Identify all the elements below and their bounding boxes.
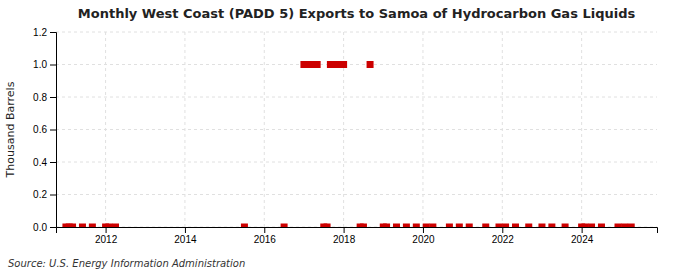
axis-line xyxy=(50,33,57,228)
tick-mark xyxy=(50,65,56,66)
grid-line-y xyxy=(56,64,657,65)
point xyxy=(241,224,248,228)
tick: 2022 xyxy=(492,227,515,245)
point xyxy=(512,224,519,228)
point xyxy=(413,224,420,228)
point xyxy=(621,224,628,228)
tick-label: 2014 xyxy=(174,234,197,245)
tick-label: 0.8 xyxy=(33,92,47,103)
tick-mark xyxy=(502,227,503,233)
tick-mark xyxy=(423,227,424,233)
tick: 0.0 xyxy=(33,222,56,233)
grid-line-y xyxy=(56,129,657,130)
point xyxy=(383,224,390,228)
tick-mark xyxy=(50,130,56,131)
source: Source: U.S. Energy Information Administ… xyxy=(8,258,245,269)
point xyxy=(482,224,489,228)
tick: 0.2 xyxy=(33,189,56,200)
tick: 2020 xyxy=(412,227,435,245)
point xyxy=(466,224,473,228)
tick: 0.6 xyxy=(33,124,56,135)
grid-line-y xyxy=(56,32,657,33)
point xyxy=(525,224,532,228)
point xyxy=(69,224,76,228)
tick-label: 0.6 xyxy=(33,124,47,135)
title: Monthly West Coast (PADD 5) Exports to S… xyxy=(78,6,636,21)
tick-mark xyxy=(50,195,56,196)
tick: 1.0 xyxy=(33,59,56,70)
tick-label: 2016 xyxy=(254,234,277,245)
tick-mark xyxy=(50,97,56,98)
point xyxy=(446,224,453,228)
tick-label: 1.2 xyxy=(33,27,47,38)
tick-mark xyxy=(264,227,265,233)
point xyxy=(588,224,595,228)
point xyxy=(538,224,545,228)
tick: 2014 xyxy=(174,227,197,245)
point xyxy=(79,224,86,228)
tick-mark xyxy=(50,162,56,163)
point xyxy=(548,224,555,228)
point xyxy=(324,224,331,228)
tick: 2018 xyxy=(333,227,356,245)
point xyxy=(105,224,112,228)
chart: 2012 2014 2016 2018 2020 2022 2024 0.0 0.2 0.4 0.6… xyxy=(0,0,675,275)
tick-label: 2012 xyxy=(95,234,118,245)
tick-label: 0.2 xyxy=(33,189,47,200)
tick: 2016 xyxy=(254,227,277,245)
axis-line xyxy=(57,228,658,234)
tick-mark xyxy=(50,227,56,228)
point xyxy=(495,224,502,228)
tick-mark xyxy=(185,227,186,233)
tick: 2012 xyxy=(95,227,118,245)
point xyxy=(628,224,635,228)
point xyxy=(403,224,410,228)
y-axis: 0.0 0.2 0.4 0.6 0.8 1.0 1.2 xyxy=(33,27,56,233)
point xyxy=(89,224,96,228)
y-axis-title: Thousand Barrels xyxy=(4,81,17,178)
point xyxy=(598,224,605,228)
grid-line-x xyxy=(264,32,265,227)
point xyxy=(281,224,288,228)
grid-line-y xyxy=(56,194,657,195)
point xyxy=(367,61,374,68)
point xyxy=(502,224,509,228)
tick-label: 0.4 xyxy=(33,157,47,168)
grid xyxy=(56,32,657,227)
points xyxy=(62,61,634,227)
tick: 2024 xyxy=(571,227,594,245)
grid-line-y xyxy=(56,97,657,98)
tick-mark xyxy=(50,32,56,33)
point xyxy=(581,224,588,228)
tick-label: 2022 xyxy=(492,234,515,245)
tick-label: 1.0 xyxy=(33,59,47,70)
tick: 0.8 xyxy=(33,92,56,103)
point xyxy=(360,224,367,228)
tick-label: 0.0 xyxy=(33,222,47,233)
tick: 1.2 xyxy=(33,27,56,38)
tick-mark xyxy=(106,227,107,233)
point xyxy=(429,224,436,228)
point xyxy=(456,224,463,228)
point xyxy=(112,224,119,228)
tick-mark xyxy=(344,227,345,233)
x-axis: 2012 2014 2016 2018 2020 2022 2024 xyxy=(57,227,658,245)
point xyxy=(393,224,400,228)
point xyxy=(562,224,569,228)
tick-label: 2020 xyxy=(412,234,435,245)
tick: 0.4 xyxy=(33,157,56,168)
tick-label: 2018 xyxy=(333,234,356,245)
grid-line-y xyxy=(56,162,657,163)
tick-mark xyxy=(582,227,583,233)
point xyxy=(423,224,430,228)
point xyxy=(615,224,622,228)
point xyxy=(314,61,321,68)
tick-label: 2024 xyxy=(571,234,594,245)
point xyxy=(340,61,347,68)
grid-line-x xyxy=(581,32,582,227)
plot: 2012 2014 2016 2018 2020 2022 2024 0.0 0.2 0.4 0.6… xyxy=(33,27,657,245)
